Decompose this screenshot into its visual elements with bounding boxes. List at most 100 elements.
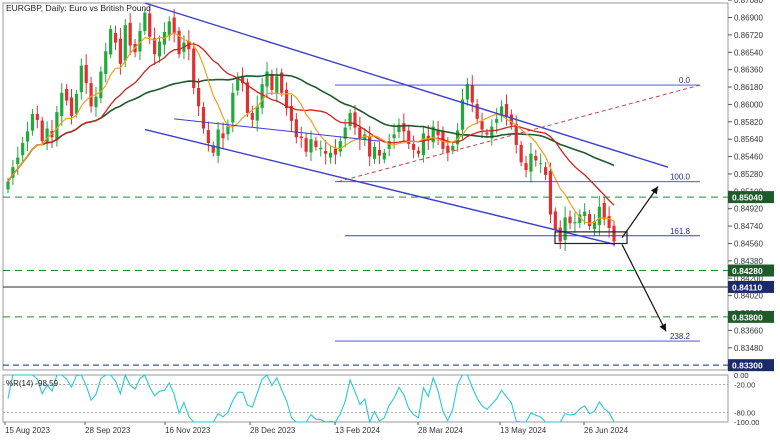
- candle-body: [231, 92, 235, 123]
- wpr-label: %R(14) -98.59: [6, 379, 59, 388]
- candle-body: [314, 140, 318, 147]
- candle-body: [451, 145, 455, 151]
- y-tick-label: 0.84740: [734, 222, 763, 231]
- candle-body: [592, 221, 597, 230]
- y-tick-label: 0.86000: [734, 100, 763, 109]
- price-tag-box: [728, 264, 774, 277]
- candle-body: [602, 202, 606, 220]
- candle-body: [543, 167, 548, 175]
- candle-body: [470, 84, 474, 103]
- x-tick-label: 28 Dec 2023: [250, 426, 296, 435]
- candle-body: [172, 17, 176, 34]
- y-tick-label: 0.85640: [734, 135, 763, 144]
- candle-body: [206, 130, 210, 144]
- candle-body: [6, 181, 10, 190]
- candle-body: [397, 124, 401, 133]
- candle-body: [299, 136, 303, 139]
- candle-body: [177, 30, 181, 55]
- candle-body: [597, 206, 601, 226]
- candle-body: [211, 145, 215, 153]
- candle-body: [216, 129, 220, 156]
- candle-body: [113, 32, 118, 43]
- wpr-tick-label: 0.00: [734, 371, 749, 380]
- y-tick-label: 0.85820: [734, 118, 763, 127]
- candle-body: [568, 216, 572, 224]
- candle-body: [534, 155, 538, 161]
- channel-mid-segment: [174, 118, 380, 142]
- candle-body: [255, 106, 259, 121]
- candle-body: [153, 38, 157, 55]
- price-tag-box: [728, 310, 774, 323]
- candle-body: [387, 141, 391, 149]
- fib-level-label: 0.0: [679, 76, 691, 85]
- candle-body: [245, 82, 250, 114]
- bullish-scenario-arrow: [621, 186, 659, 239]
- candle-body: [446, 145, 450, 153]
- candle-body: [607, 216, 611, 229]
- candle-body: [309, 139, 313, 153]
- wpr-tick-label: -20.00: [734, 380, 755, 389]
- candle-body: [167, 21, 171, 36]
- candle-body: [480, 121, 484, 130]
- wpr-tick-label: -100.00: [734, 418, 759, 427]
- y-tick-label: 0.83660: [734, 326, 763, 335]
- price-tag-label: 0.84280: [732, 266, 763, 276]
- y-tick-label: 0.86540: [734, 48, 763, 57]
- candle-body: [265, 71, 269, 87]
- candle-body: [45, 128, 49, 143]
- candle-body: [529, 153, 533, 172]
- ma-mid-line: [7, 43, 615, 206]
- fib-level-label: 100.0: [670, 173, 691, 182]
- wpr-line: [7, 373, 615, 424]
- candle-body: [109, 29, 113, 55]
- candle-body: [431, 126, 435, 143]
- candle-body: [587, 213, 592, 227]
- candle-body: [548, 171, 553, 215]
- candle-body: [368, 135, 372, 157]
- candle-body: [338, 141, 342, 152]
- y-tick-label: 0.84560: [734, 239, 763, 248]
- candle-body: [104, 51, 108, 74]
- candle-body: [583, 211, 587, 217]
- ma-fast-line: [7, 32, 615, 224]
- fib-level-label: 161.8: [670, 227, 691, 236]
- y-tick-label: 0.86900: [734, 13, 763, 22]
- y-tick-label: 0.86360: [734, 66, 763, 75]
- candle-body: [25, 131, 30, 142]
- candle-body: [490, 126, 494, 139]
- ma-slow-line: [7, 73, 615, 183]
- candle-body: [123, 25, 127, 61]
- candle-body: [333, 148, 338, 155]
- candle-body: [372, 146, 377, 159]
- y-tick-label: 0.86180: [734, 83, 763, 92]
- candle-body: [392, 134, 396, 139]
- candle-body: [421, 133, 426, 156]
- candle-body: [89, 83, 93, 107]
- candle-body: [460, 99, 465, 130]
- candle-body: [475, 104, 479, 119]
- candle-body: [558, 227, 562, 242]
- candle-body: [319, 147, 323, 150]
- candle-body: [377, 149, 382, 156]
- y-tick-label: 0.86720: [734, 31, 763, 40]
- chart-title: EURGBP, Daily: Euro vs British Pound: [6, 3, 151, 13]
- x-tick-label: 13 May 2024: [500, 426, 547, 435]
- y-tick-label: 0.83480: [734, 344, 763, 353]
- y-tick-label: 0.84380: [734, 257, 763, 266]
- candle-body: [11, 167, 15, 178]
- x-tick-label: 28 Sep 2023: [85, 426, 131, 435]
- candle-body: [407, 130, 411, 145]
- candle-body: [79, 65, 83, 93]
- candle-body: [55, 112, 59, 141]
- candle-body: [539, 163, 543, 165]
- candle-body: [499, 106, 504, 116]
- candle-body: [221, 133, 225, 139]
- candle-body: [240, 75, 245, 84]
- candle-body: [94, 96, 98, 108]
- candle-body: [382, 152, 386, 160]
- x-tick-label: 26 Jun 2024: [584, 426, 629, 435]
- candle-body: [324, 150, 328, 154]
- candle-body: [363, 134, 367, 140]
- x-tick-label: 15 Aug 2023: [5, 426, 50, 435]
